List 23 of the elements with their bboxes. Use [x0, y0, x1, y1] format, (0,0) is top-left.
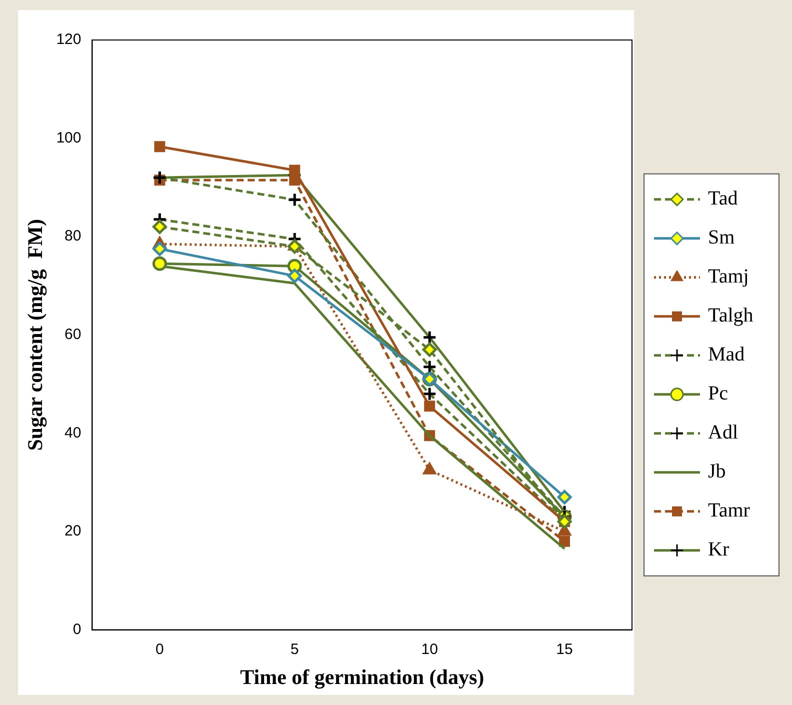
legend-label: Tamr	[708, 500, 750, 522]
legend-label: Sm	[708, 226, 736, 249]
legend-label: Adl	[708, 422, 738, 444]
legend-label: Tad	[708, 188, 738, 210]
legend-label: Kr	[708, 538, 730, 561]
y-tick-label: 80	[64, 228, 82, 245]
y-tick-label: 0	[72, 620, 82, 638]
y-tick-label: 60	[64, 326, 82, 344]
x-tick-label: 5	[290, 640, 299, 658]
legend-label: Pc	[708, 382, 728, 405]
y-axis-title: Sugar content (mg/g FM)	[23, 219, 48, 451]
y-tick-label: 100	[56, 129, 82, 146]
legend-label: Talgh	[708, 304, 754, 327]
y-tick-label: 120	[56, 31, 82, 48]
y-tick-label: 40	[64, 424, 82, 442]
legend-label: Mad	[708, 344, 745, 366]
y-tick-label: 20	[64, 522, 82, 540]
x-axis-title: Time of germination (days)	[240, 664, 484, 689]
x-tick-label: 0	[156, 640, 164, 658]
legend-label: Jb	[708, 460, 726, 483]
x-tick-label: 10	[421, 640, 438, 658]
x-tick-label: 15	[556, 640, 573, 658]
legend-label: Tamj	[708, 266, 749, 288]
